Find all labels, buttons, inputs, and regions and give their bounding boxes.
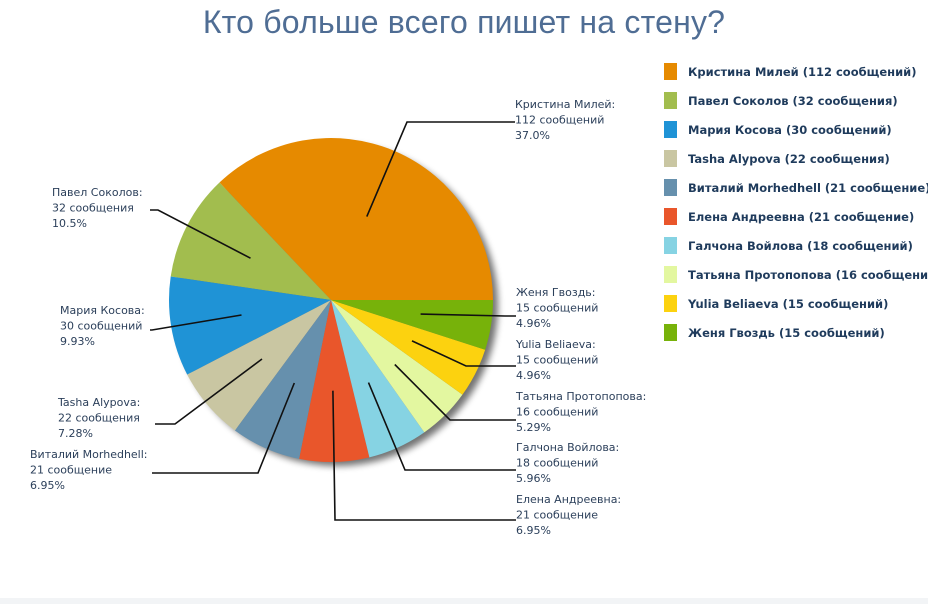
pie-slice-павел-соколов[interactable] [170, 182, 331, 300]
label-name: Елена Андреевна: [516, 493, 621, 506]
legend-swatch [664, 324, 677, 341]
leader-line-yulia-beliaeva [411, 340, 516, 367]
data-label-виталий-morhedhell: Виталий Morhedhell: 21 сообщение 6.95% [30, 448, 148, 492]
label-percent: 6.95% [30, 479, 65, 492]
data-label-tasha-alypova: Tasha Alypova: 22 сообщения 7.28% [57, 396, 140, 440]
data-label-елена-андреевна: Елена Андреевна: 21 сообщение 6.95% [516, 493, 621, 537]
leader-line-кристина-милей [366, 121, 515, 217]
leader-line-tasha-alypova [155, 358, 263, 425]
pie-slice-tasha-alypova[interactable] [187, 300, 331, 431]
leader-line-елена-андреевна [332, 390, 516, 521]
legend-item-елена-андреевна[interactable]: Елена Андреевна (21 сообщение) [664, 205, 928, 234]
label-count: 15 сообщений [516, 302, 598, 315]
label-count: 15 сообщений [516, 354, 598, 367]
pie-leader-lines [150, 121, 516, 521]
legend-label: Елена Андреевна (21 сообщение) [688, 210, 915, 224]
data-label-женя-гвоздь: Женя Гвоздь: 15 сообщений 4.96% [516, 286, 598, 330]
pie-slice-виталий-morhedhell[interactable] [234, 300, 331, 459]
data-label-павел-соколов: Павел Соколов: 32 сообщения 10.5% [52, 186, 143, 230]
label-count: 22 сообщения [58, 412, 140, 425]
legend-item-мария-косова[interactable]: Мария Косова (30 сообщений) [664, 118, 928, 147]
pie-slice-галчона-войлова[interactable] [331, 300, 425, 458]
leader-line-виталий-morhedhell [152, 382, 296, 474]
label-name: Павел Соколов: [52, 186, 143, 199]
label-count: 18 сообщений [516, 457, 598, 470]
legend-item-галчона-войлова[interactable]: Галчона Войлова (18 сообщений) [664, 234, 928, 263]
pie-slice-женя-гвоздь[interactable] [331, 300, 493, 350]
pie-data-labels: Кристина Милей: 112 сообщений 37.0% Павел С… [30, 98, 646, 537]
legend-label: Татьяна Протопопова (16 сообщений) [688, 268, 928, 282]
label-name: Мария Косова: [60, 304, 145, 317]
data-label-татьяна-протопопова: Татьяна Протопопова: 16 сообщений 5.29% [515, 390, 646, 434]
leader-line-павел-соколов [150, 209, 251, 259]
label-percent: 4.96% [516, 317, 551, 330]
data-label-кристина-милей: Кристина Милей: 112 сообщений 37.0% [515, 98, 615, 142]
label-count: 32 сообщения [52, 202, 134, 215]
legend-label: Галчона Войлова (18 сообщений) [688, 239, 913, 253]
legend-swatch [664, 121, 677, 138]
label-name: Виталий Morhedhell: [30, 448, 148, 461]
leader-line-женя-гвоздь [420, 313, 516, 317]
label-name: Кристина Милей: [515, 98, 615, 111]
label-name: Tasha Alypova: [57, 396, 140, 409]
chart-title-text: Кто больше всего пишет на стену? [202, 4, 726, 40]
legend-item-tasha-alypova[interactable]: Tasha Alypova (22 сообщения) [664, 147, 928, 176]
label-percent: 9.93% [60, 335, 95, 348]
label-percent: 37.0% [515, 129, 550, 142]
legend-swatch [664, 237, 677, 254]
legend-swatch [664, 92, 677, 109]
label-percent: 5.96% [516, 472, 551, 485]
legend-swatch [664, 208, 677, 225]
pie-slice-yulia-beliaeva[interactable] [331, 300, 486, 395]
label-percent: 5.29% [516, 421, 551, 434]
label-percent: 4.96% [516, 369, 551, 382]
pie-slice-елена-андреевна[interactable] [299, 300, 370, 463]
legend-item-yulia-beliaeva[interactable]: Yulia Beliaeva (15 сообщений) [664, 292, 928, 321]
leader-line-галчона-войлова [367, 382, 516, 471]
label-count: 21 сообщение [516, 509, 598, 522]
label-percent: 7.28% [58, 427, 93, 440]
bottom-strip [0, 598, 928, 604]
chart-title: Кто больше всего пишет на стену? [0, 4, 928, 41]
legend-label: Павел Соколов (32 сообщения) [688, 94, 898, 108]
legend-item-кристина-милей[interactable]: Кристина Милей (112 сообщений) [664, 60, 928, 89]
legend-item-виталий-morhedhell[interactable]: Виталий Morhedhell (21 сообщение) [664, 176, 928, 205]
legend-swatch [664, 150, 677, 167]
label-name: Yulia Beliaeva: [515, 338, 596, 351]
data-label-yulia-beliaeva: Yulia Beliaeva: 15 сообщений 4.96% [515, 338, 598, 382]
legend-item-женя-гвоздь[interactable]: Женя Гвоздь (15 сообщений) [664, 321, 928, 350]
legend-swatch [664, 266, 677, 283]
legend-label: Yulia Beliaeva (15 сообщений) [688, 297, 889, 311]
label-count: 30 сообщений [60, 320, 142, 333]
legend-label: Виталий Morhedhell (21 сообщение) [688, 181, 928, 195]
pie-slice-мария-косова[interactable] [168, 276, 331, 375]
data-label-галчона-войлова: Галчона Войлова: 18 сообщений 5.96% [516, 441, 619, 485]
legend-label: Кристина Милей (112 сообщений) [688, 65, 917, 79]
label-name: Женя Гвоздь: [516, 286, 596, 299]
label-count: 21 сообщение [30, 464, 112, 477]
legend-swatch [664, 295, 677, 312]
legend-label: Женя Гвоздь (15 сообщений) [688, 326, 885, 340]
label-name: Татьяна Протопопова: [515, 390, 646, 403]
label-percent: 10.5% [52, 217, 87, 230]
legend-item-павел-соколов[interactable]: Павел Соколов (32 сообщения) [664, 89, 928, 118]
label-percent: 6.95% [516, 524, 551, 537]
pie-slice-кристина-милей[interactable] [219, 138, 493, 300]
label-name: Галчона Войлова: [516, 441, 619, 454]
leader-line-татьяна-протопопова [394, 363, 516, 421]
label-count: 16 сообщений [516, 406, 598, 419]
legend-label: Tasha Alypova (22 сообщения) [688, 152, 890, 166]
legend-item-татьяна-протопопова[interactable]: Татьяна Протопопова (16 сообщений) [664, 263, 928, 292]
data-label-мария-косова: Мария Косова: 30 сообщений 9.93% [60, 304, 145, 348]
legend: Кристина Милей (112 сообщений) Павел Соко… [664, 60, 928, 350]
legend-swatch [664, 179, 677, 196]
legend-swatch [664, 63, 677, 80]
label-count: 112 сообщений [515, 114, 604, 127]
legend-label: Мария Косова (30 сообщений) [688, 123, 892, 137]
leader-line-мария-косова [150, 314, 242, 331]
